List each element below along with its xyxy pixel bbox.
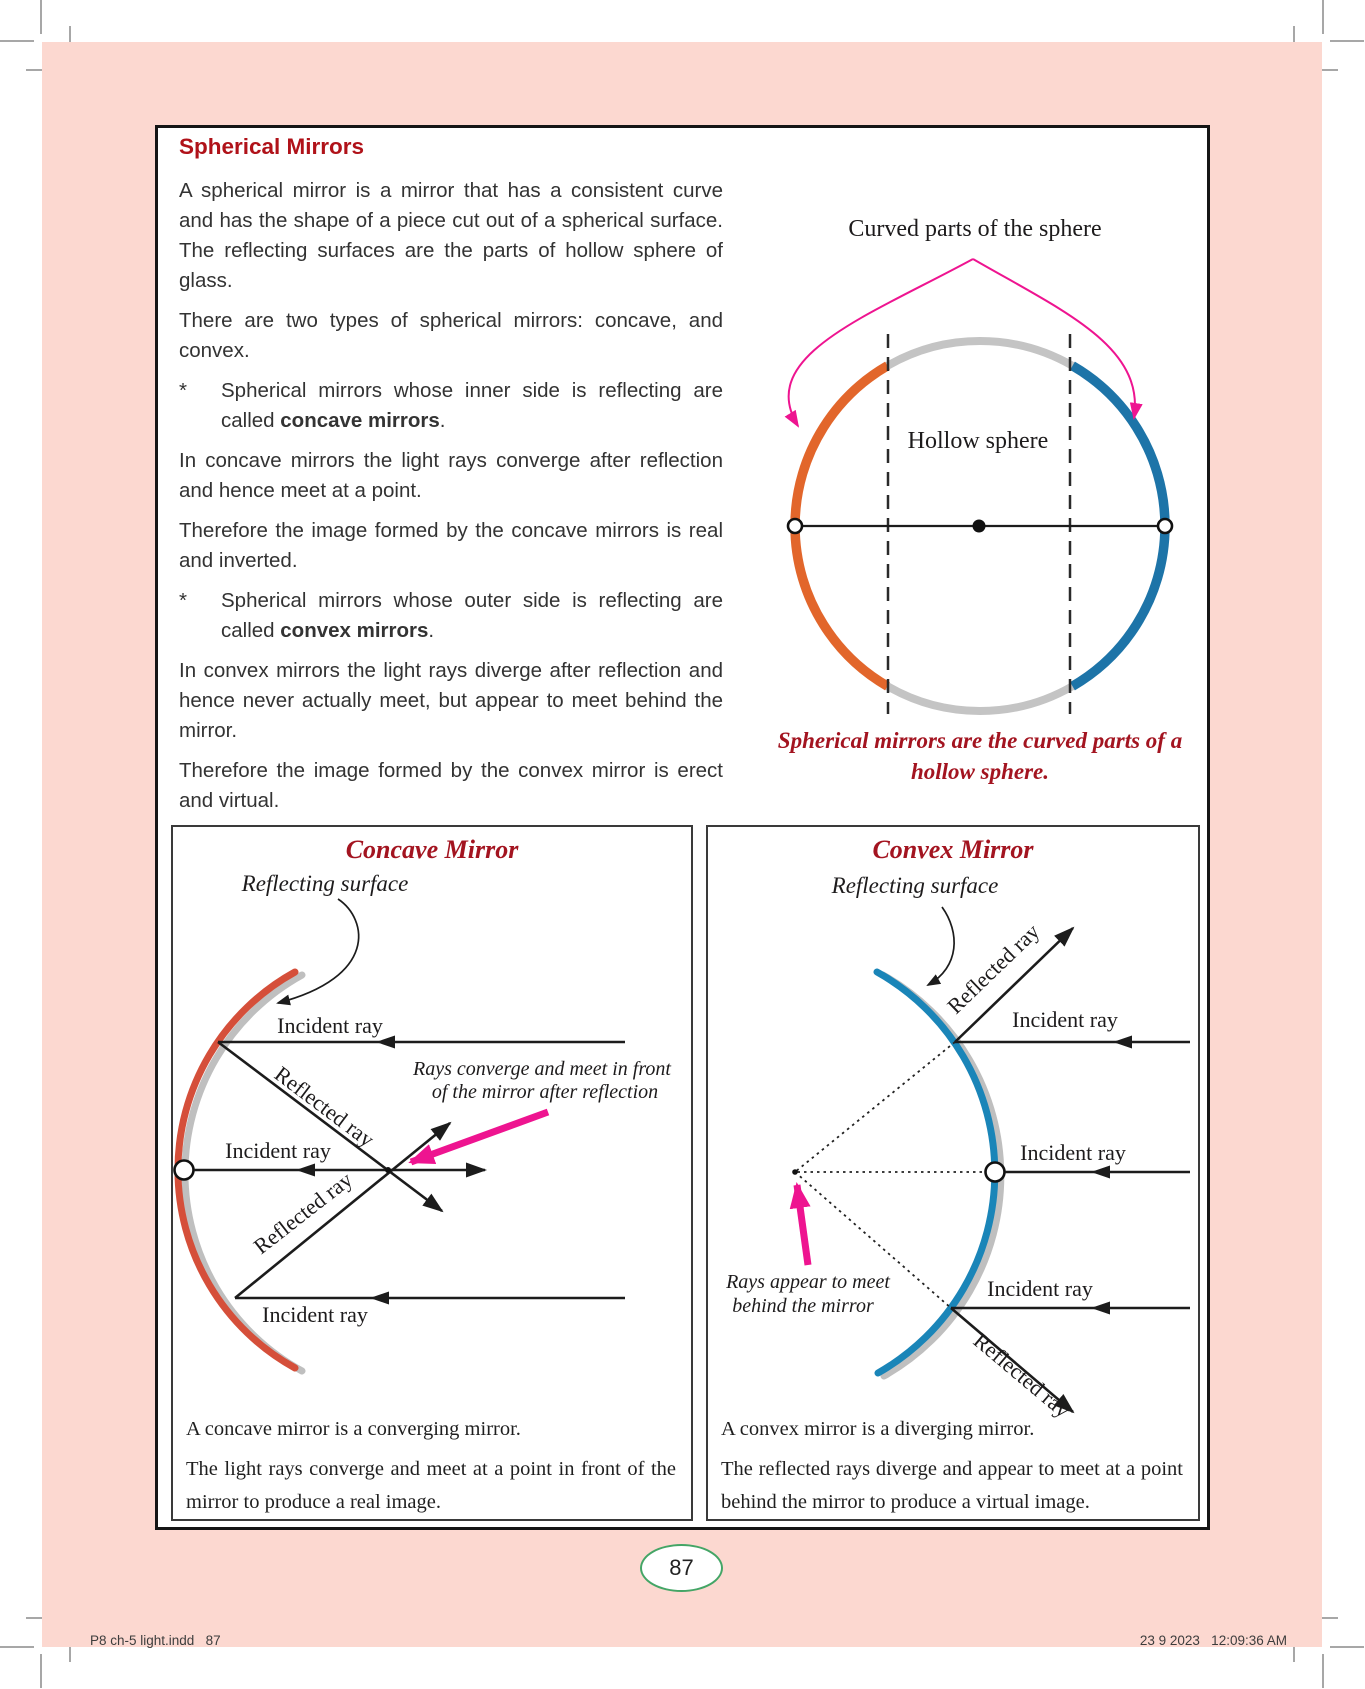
footer-timestamp: 23 9 2023 12:09:36 AM [1139,1633,1287,1648]
crop-mark [1330,1646,1364,1648]
virtual-focus-pointer-arrow [789,1182,812,1266]
sphere-gray-arc-top [885,337,1075,370]
bullet-text: Spherical mirrors whose inner side is re… [221,376,723,436]
paragraph: A spherical mirror is a mirror that has … [179,179,723,292]
convex-mirror-diagram: Reflecting surface Incident ray Reflecte… [725,873,1190,1423]
incident-ray-label-middle: Incident ray [1020,1140,1126,1165]
converge-note-line1: Rays converge and meet in front [412,1058,671,1080]
bullet-item: * Spherical mirrors whose inner side is … [179,376,723,436]
reflected-ray-label-bottom: Reflected ray [969,1328,1075,1423]
paragraph: In convex mirrors the light rays diverge… [179,659,723,742]
incident-ray-label-bottom: Incident ray [987,1276,1093,1301]
reflecting-surface-label: Reflecting surface [831,873,999,898]
curved-parts-label: Curved parts of the sphere [848,216,1101,242]
reflecting-surface-pointer [926,906,955,986]
page-number: 87 [669,1555,694,1580]
crop-mark [1306,69,1338,71]
crop-mark [40,1654,42,1688]
crop-mark [1322,0,1324,34]
converge-note-line2: of the mirror after reflection [432,1081,658,1103]
section-heading: Spherical Mirrors [179,134,365,159]
crop-mark [1306,1617,1338,1619]
diverge-note-line1: Rays appear to meet [725,1271,890,1293]
hollow-sphere-label: Hollow sphere [908,428,1049,454]
right-pole-point [1156,517,1174,535]
hollow-sphere-diagram: Curved parts of the sphere Hollow sphere [784,216,1174,715]
arrowhead [370,1291,389,1305]
sphere-gray-arc-bottom [885,682,1075,715]
reflected-ray-bottom [950,1307,1075,1414]
concave-box-captions: A concave mirror is a converging mirror.… [186,1413,676,1519]
concave-mirror-diagram: Reflecting surface Incident ray Reflecte… [173,871,671,1375]
focus-point [385,1167,391,1173]
convex-caption2: The reflected rays diverge and appear to… [721,1458,1183,1513]
crop-mark [0,40,34,42]
concave-caption2: The light rays converge and meet at a po… [186,1458,676,1513]
pointer-curve-left [784,258,974,428]
bullet-item: * Spherical mirrors whose outer side is … [179,586,723,646]
bullet-text: Spherical mirrors whose outer side is re… [221,586,723,646]
crop-mark [1322,1654,1324,1688]
paragraph: There are two types of spherical mirrors… [179,309,723,362]
reflecting-surface-label: Reflecting surface [241,871,409,896]
paragraph: In concave mirrors the light rays conver… [179,449,723,502]
concave-box-title: Concave Mirror [345,835,519,864]
pointer-curve-right [972,258,1143,420]
reflected-ray-top [217,1040,444,1213]
arrowhead [376,1035,395,1049]
convex-box-title: Convex Mirror [872,835,1034,864]
crop-mark [40,0,42,34]
concave-mirror-box: Concave Mirror Reflecting surface Incide… [171,825,693,1521]
bullet-tail: . [439,409,446,432]
dotted-line-bottom [794,1171,952,1309]
bullet-term: concave mirrors [280,409,440,432]
bullet-term: convex mirrors [280,619,429,642]
virtual-focus-point [792,1169,798,1175]
dotted-line-top [794,1041,956,1173]
paragraph: Therefore the image formed by the convex… [179,759,723,812]
hollow-sphere-figure: Curved parts of the sphere Hollow sphere [693,196,1193,808]
footer-filename: P8 ch-5 light.indd 87 [90,1633,221,1648]
diverge-note-line2: behind the mirror [732,1295,874,1317]
content-frame: Spherical Mirrors A spherical mirror is … [155,125,1210,1530]
convex-mirror-box: Convex Mirror Reflecting surface Inciden… [706,825,1200,1521]
center-point [972,519,986,533]
bullet-marker: * [179,379,187,402]
arrowhead [1091,1165,1110,1179]
bullet-lead: Spherical mirrors whose outer side is re… [221,589,723,642]
incident-ray-label-bottom: Incident ray [262,1302,368,1327]
bullet-marker: * [179,589,187,612]
figure-caption: Spherical mirrors are the curved parts o… [715,725,1245,787]
mirror-pole-point [173,1159,195,1181]
arrowhead [1113,1035,1132,1049]
converge-pointer-arrow [408,1108,550,1166]
bullet-lead: Spherical mirrors whose inner side is re… [221,379,723,432]
crop-mark [0,1646,34,1648]
incident-ray-label-middle: Incident ray [225,1138,331,1163]
incident-ray-label-top: Incident ray [1012,1007,1118,1032]
page-number-badge: 87 [640,1544,723,1592]
crop-mark [1330,40,1364,42]
arrowhead [296,1163,315,1177]
reflected-ray-top [954,926,1075,1043]
arrowhead [1091,1301,1110,1315]
article-column: Spherical Mirrors A spherical mirror is … [179,134,723,826]
left-pole-point [786,517,804,535]
bullet-tail: . [428,619,435,642]
mirror-pole-point [984,1161,1006,1183]
convex-box-captions: A convex mirror is a diverging mirror. T… [721,1413,1183,1519]
figure-caption-line2: hollow sphere. [910,759,1050,784]
paragraph: Therefore the image formed by the concav… [179,519,723,572]
incident-ray-label-top: Incident ray [277,1013,383,1038]
concave-caption1: A concave mirror is a converging mirror. [186,1418,521,1440]
figure-caption-line1: Spherical mirrors are the curved parts o… [777,728,1183,753]
convex-caption1: A convex mirror is a diverging mirror. [721,1418,1035,1440]
reflecting-surface-pointer [276,898,360,1006]
